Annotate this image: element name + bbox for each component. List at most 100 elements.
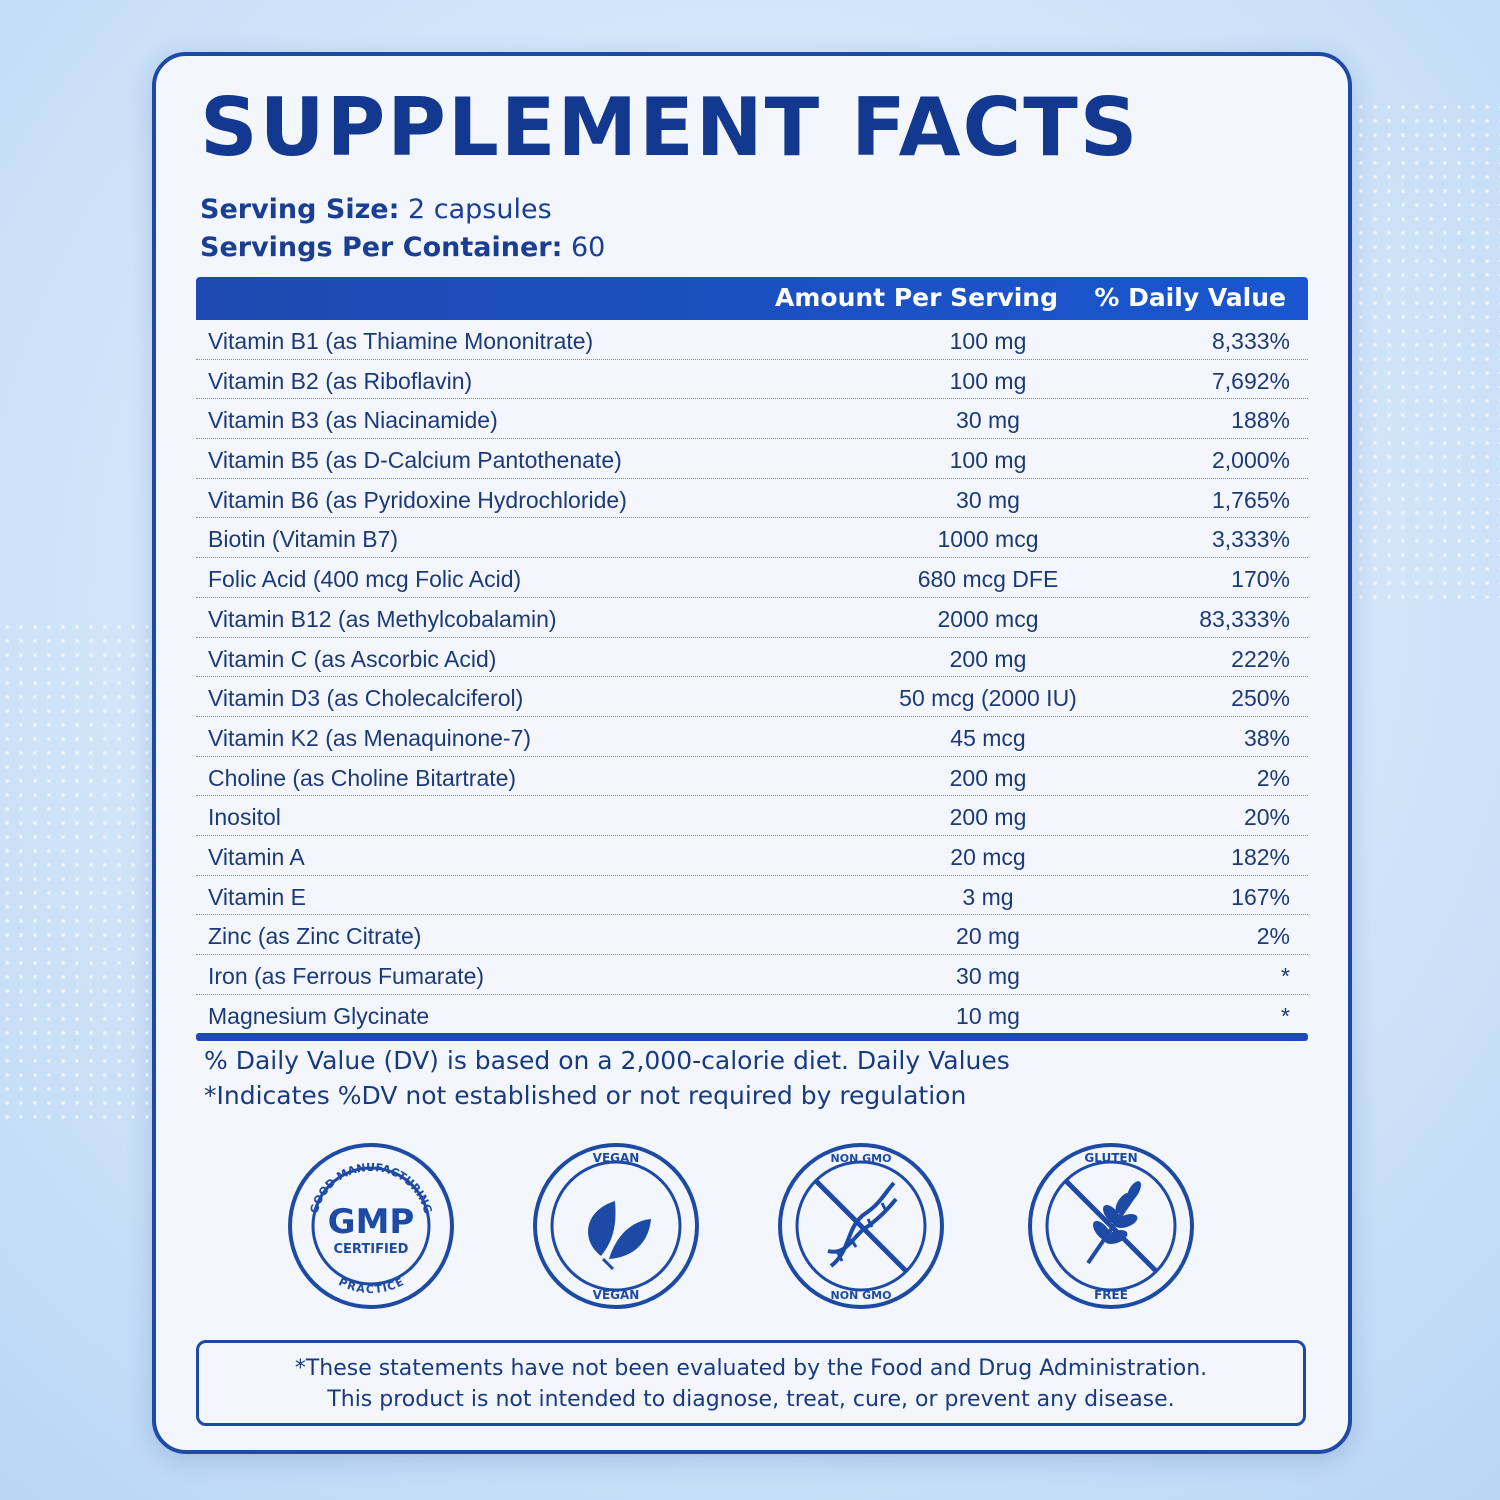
gluten-badge-top-text: GLUTEN	[1084, 1151, 1137, 1165]
ingredient-name: Vitamin B3 (as Niacinamide)	[208, 407, 498, 434]
gmp-certified-icon: GOOD MANUFACTURING PRACTICE GMP CERTIFIE…	[288, 1143, 454, 1309]
daily-value-percent: 2%	[1256, 923, 1290, 950]
table-row: Vitamin K2 (as Menaquinone-7) 45 mcg 38%	[196, 717, 1308, 757]
disclaimer-line-1: *These statements have not been evaluate…	[294, 1356, 1208, 1381]
gmp-badge-sub-text: CERTIFIED	[334, 1242, 409, 1257]
amount-per-serving: 200 mg	[949, 804, 1027, 831]
gmp-certified-badge: GOOD MANUFACTURING PRACTICE GMP CERTIFIE…	[286, 1141, 456, 1311]
amount-per-serving: 50 mcg (2000 IU)	[899, 685, 1077, 712]
table-row: Biotin (Vitamin B7) 1000 mcg 3,333%	[196, 518, 1308, 559]
facts-table: Amount Per Serving % Daily Value Vitamin…	[196, 277, 1308, 1042]
ingredient-name: Vitamin B12 (as Methylcobalamin)	[208, 605, 557, 632]
non-gmo-dna-icon: NON GMO NON GMO	[778, 1143, 944, 1309]
serving-size: Serving Size: 2 capsules	[200, 194, 552, 225]
table-row: Vitamin E 3 mg 167%	[196, 876, 1308, 916]
vegan-badge-bottom-text: VEGAN	[593, 1288, 640, 1302]
gluten-free-badge: GLUTEN FREE	[1026, 1141, 1196, 1311]
amount-per-serving: 100 mg	[949, 447, 1027, 474]
daily-value-percent: 20%	[1243, 804, 1290, 831]
daily-value-percent: 2%	[1256, 764, 1290, 791]
amount-per-serving: 2000 mcg	[937, 605, 1039, 632]
amount-per-serving: 45 mcg	[950, 724, 1026, 751]
page-title: SUPPLEMENT FACTS	[200, 81, 1140, 174]
gmp-badge-bottom-text: PRACTICE	[336, 1275, 405, 1296]
table-row: Choline (as Choline Bitartrate) 200 mg 2%	[196, 757, 1308, 797]
amount-per-serving: 200 mg	[949, 764, 1027, 791]
fda-disclaimer: *These statements have not been evaluate…	[196, 1340, 1306, 1426]
amount-per-serving: 100 mg	[949, 367, 1027, 394]
table-row: Vitamin B12 (as Methylcobalamin) 2000 mcg…	[196, 598, 1308, 638]
gluten-badge-bottom-text: FREE	[1094, 1288, 1128, 1302]
table-header: Amount Per Serving % Daily Value	[196, 277, 1308, 320]
amount-per-serving: 10 mg	[956, 1002, 1020, 1029]
table-row: Vitamin B5 (as D-Calcium Pantothenate) 10…	[196, 439, 1308, 479]
table-row: Vitamin B6 (as Pyridoxine Hydrochloride)…	[196, 479, 1308, 519]
column-header-amount: Amount Per Serving	[775, 283, 1058, 312]
ingredient-name: Zinc (as Zinc Citrate)	[208, 923, 422, 950]
daily-value-percent: 83,333%	[1199, 605, 1290, 632]
ingredient-name: Vitamin B5 (as D-Calcium Pantothenate)	[208, 447, 622, 474]
daily-value-percent: *	[1281, 1002, 1290, 1029]
gluten-free-wheat-icon: GLUTEN FREE	[1028, 1143, 1194, 1309]
daily-value-percent: 3,333%	[1211, 526, 1290, 553]
ingredient-name: Vitamin K2 (as Menaquinone-7)	[208, 724, 532, 751]
table-row: Inositol 200 mg 20%	[196, 796, 1308, 836]
vegan-badge-top-text: VEGAN	[593, 1151, 640, 1165]
ingredient-name: Magnesium Glycinate	[208, 1002, 430, 1029]
amount-per-serving: 30 mg	[956, 963, 1020, 989]
asterisk-note: *Indicates %DV not established or not re…	[204, 1081, 967, 1110]
table-body: Vitamin B1 (as Thiamine Mononitrate) 100 …	[196, 320, 1308, 1033]
non-gmo-badge-bottom-text: NON GMO	[831, 1289, 892, 1302]
vegan-leaf-icon: VEGAN VEGAN	[533, 1143, 699, 1309]
table-row: Iron (as Ferrous Fumarate) 30 mg *	[196, 955, 1308, 995]
daily-value-percent: 188%	[1231, 407, 1290, 434]
servings-per-container-value: 60	[570, 232, 606, 263]
daily-value-percent: 182%	[1231, 843, 1290, 870]
daily-value-percent: 250%	[1231, 685, 1290, 712]
ingredient-name: Vitamin E	[208, 883, 307, 910]
serving-size-value: 2 capsules	[408, 194, 552, 225]
daily-value-percent: 222%	[1231, 645, 1290, 672]
ingredient-name: Iron (as Ferrous Fumarate)	[208, 963, 485, 989]
daily-value-percent: 8,333%	[1211, 328, 1290, 354]
amount-per-serving: 20 mcg	[950, 843, 1026, 870]
table-bottom-bar	[196, 1033, 1308, 1042]
supplement-facts-panel: SUPPLEMENT FACTS Serving Size: 2 capsule…	[152, 52, 1352, 1454]
table-row: Vitamin B2 (as Riboflavin) 100 mg 7,692%	[196, 360, 1308, 400]
serving-size-label: Serving Size:	[200, 194, 400, 225]
non-gmo-badge: NON GMO NON GMO	[776, 1141, 946, 1311]
amount-per-serving: 30 mg	[956, 407, 1020, 434]
ingredient-name: Biotin (Vitamin B7)	[208, 526, 399, 553]
ingredient-name: Inositol	[208, 804, 281, 831]
ingredient-name: Folic Acid (400 mcg Folic Acid)	[208, 566, 522, 593]
svg-text:PRACTICE: PRACTICE	[336, 1275, 405, 1296]
amount-per-serving: 680 mcg DFE	[917, 566, 1059, 593]
ingredient-name: Vitamin B6 (as Pyridoxine Hydrochloride)	[208, 486, 627, 513]
ingredient-name: Vitamin B2 (as Riboflavin)	[208, 367, 473, 394]
amount-per-serving: 30 mg	[956, 486, 1020, 513]
table-row: Vitamin D3 (as Cholecalciferol) 50 mcg (2…	[196, 677, 1308, 717]
amount-per-serving: 100 mg	[949, 328, 1027, 354]
table-row: Magnesium Glycinate 10 mg *	[196, 995, 1308, 1034]
certification-badges: GOOD MANUFACTURING PRACTICE GMP CERTIFIE…	[286, 1141, 1194, 1311]
table-row: Folic Acid (400 mcg Folic Acid) 680 mcg D…	[196, 558, 1308, 598]
amount-per-serving: 1000 mcg	[937, 526, 1039, 553]
gmp-badge-main-text: GMP	[328, 1202, 415, 1242]
ingredient-name: Choline (as Choline Bitartrate)	[208, 764, 517, 791]
disclaimer-line-2: This product is not intended to diagnose…	[327, 1387, 1175, 1412]
amount-per-serving: 3 mg	[962, 883, 1014, 910]
ingredient-name: Vitamin C (as Ascorbic Acid)	[208, 645, 497, 672]
table-row: Vitamin A 20 mcg 182%	[196, 836, 1308, 876]
daily-value-percent: 170%	[1231, 566, 1290, 593]
daily-value-percent: 38%	[1243, 724, 1290, 751]
servings-per-container: Servings Per Container: 60	[200, 232, 605, 263]
daily-value-note: % Daily Value (DV) is based on a 2,000-c…	[204, 1046, 1010, 1075]
table-row: Vitamin B3 (as Niacinamide) 30 mg 188%	[196, 399, 1308, 440]
non-gmo-badge-top-text: NON GMO	[831, 1152, 892, 1165]
column-header-daily-value: % Daily Value	[1094, 283, 1286, 312]
table-row: Vitamin B1 (as Thiamine Mononitrate) 100 …	[196, 320, 1308, 360]
amount-per-serving: 20 mg	[956, 923, 1020, 950]
ingredient-name: Vitamin B1 (as Thiamine Mononitrate)	[208, 328, 594, 354]
table-row: Vitamin C (as Ascorbic Acid) 200 mg 222%	[196, 638, 1308, 678]
amount-per-serving: 200 mg	[949, 645, 1027, 672]
